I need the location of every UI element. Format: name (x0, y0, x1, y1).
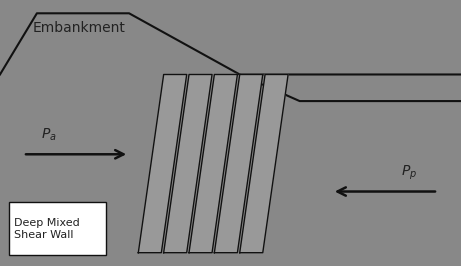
FancyBboxPatch shape (9, 202, 106, 255)
Text: Deep Mixed
Shear Wall: Deep Mixed Shear Wall (14, 218, 80, 240)
Text: $P_a$: $P_a$ (41, 126, 57, 143)
Polygon shape (164, 74, 212, 253)
Text: Embankment: Embankment (32, 21, 125, 35)
Polygon shape (138, 74, 187, 253)
Polygon shape (214, 74, 263, 253)
Polygon shape (189, 74, 237, 253)
Text: $P_p$: $P_p$ (401, 164, 417, 182)
Polygon shape (240, 74, 288, 253)
